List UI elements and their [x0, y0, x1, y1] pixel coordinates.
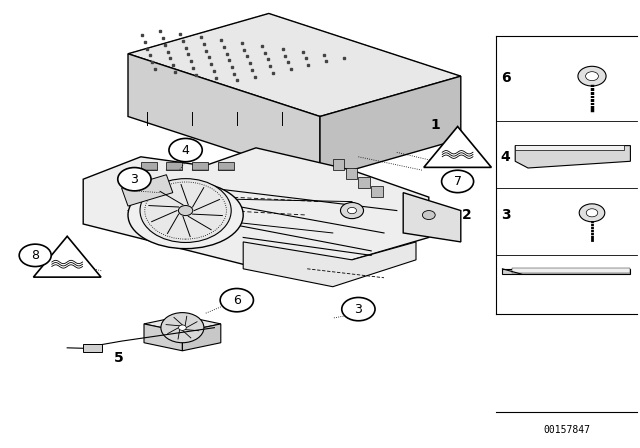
Text: 3: 3: [355, 302, 362, 316]
Circle shape: [340, 202, 364, 219]
Circle shape: [586, 209, 598, 217]
Text: 3: 3: [131, 172, 138, 186]
Circle shape: [140, 179, 231, 242]
Bar: [358, 177, 370, 188]
Polygon shape: [515, 146, 630, 168]
Polygon shape: [403, 193, 461, 242]
Text: 7: 7: [454, 175, 461, 188]
Polygon shape: [122, 175, 173, 206]
Circle shape: [161, 313, 204, 343]
Polygon shape: [502, 269, 630, 274]
Ellipse shape: [128, 181, 243, 249]
Bar: [166, 162, 182, 170]
Text: 5: 5: [113, 351, 124, 366]
Text: 00157847: 00157847: [543, 425, 590, 435]
Text: 6: 6: [500, 71, 511, 86]
Circle shape: [19, 244, 51, 267]
Circle shape: [579, 204, 605, 222]
Bar: [346, 168, 357, 179]
Bar: [141, 162, 157, 170]
Circle shape: [118, 168, 151, 191]
Polygon shape: [512, 268, 630, 273]
Polygon shape: [128, 13, 461, 116]
Bar: [218, 162, 234, 170]
Polygon shape: [424, 126, 492, 168]
Text: 2: 2: [462, 208, 472, 222]
Text: 4: 4: [182, 143, 189, 157]
Circle shape: [220, 289, 253, 312]
Polygon shape: [182, 324, 221, 351]
Bar: [333, 159, 344, 170]
Circle shape: [422, 211, 435, 220]
Polygon shape: [243, 242, 416, 287]
Circle shape: [169, 138, 202, 162]
Polygon shape: [33, 236, 101, 277]
Circle shape: [586, 72, 598, 81]
Bar: [83, 344, 102, 352]
Circle shape: [179, 206, 193, 215]
Circle shape: [342, 297, 375, 321]
Polygon shape: [144, 316, 221, 332]
Circle shape: [179, 325, 186, 330]
Polygon shape: [83, 148, 429, 264]
Circle shape: [220, 198, 228, 205]
Text: 6: 6: [233, 293, 241, 307]
Circle shape: [442, 170, 474, 193]
Bar: [371, 186, 383, 197]
Circle shape: [578, 66, 606, 86]
Bar: [192, 162, 208, 170]
Text: 8: 8: [31, 249, 39, 262]
Bar: [515, 145, 624, 150]
Text: 3: 3: [500, 208, 511, 222]
Circle shape: [212, 194, 236, 210]
Text: 4: 4: [500, 150, 511, 164]
Circle shape: [348, 207, 356, 214]
Polygon shape: [144, 324, 182, 351]
Polygon shape: [320, 76, 461, 179]
Text: 1: 1: [430, 118, 440, 133]
Polygon shape: [128, 54, 320, 179]
